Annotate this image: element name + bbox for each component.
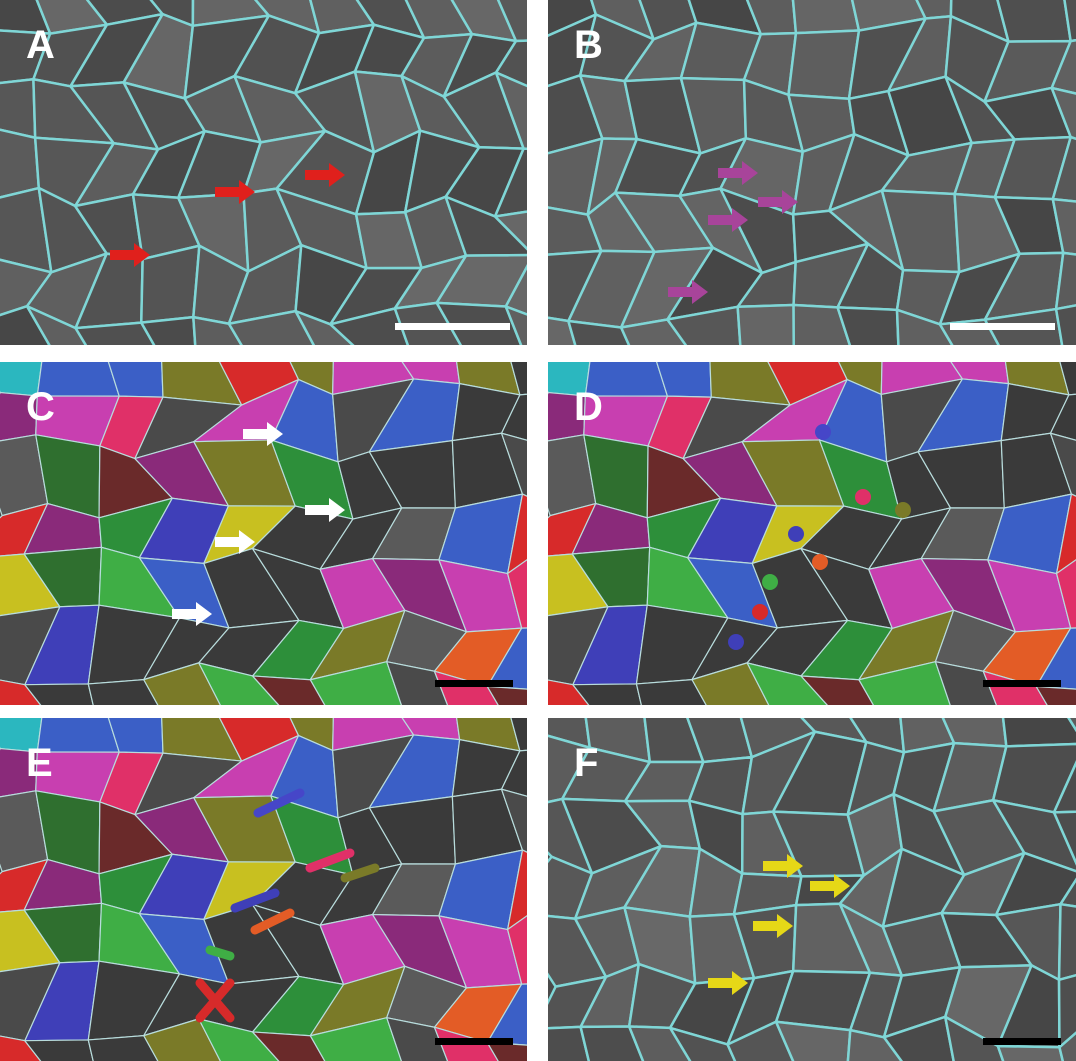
panel: A: [0, 0, 527, 345]
scale-bar: [435, 1038, 513, 1045]
panel: E: [0, 718, 527, 1061]
panel: F: [548, 718, 1076, 1061]
nucleus-dot: [788, 526, 804, 542]
nucleus-dot: [895, 502, 911, 518]
micrograph: C: [0, 362, 527, 705]
cell: [998, 1046, 1069, 1061]
micrograph: A: [0, 0, 527, 345]
micrograph: F: [548, 718, 1076, 1061]
micrograph: D: [548, 362, 1076, 705]
panel: C: [0, 362, 527, 705]
nucleus-dot: [752, 604, 768, 620]
nucleus-dot: [728, 634, 744, 650]
panel-label: F: [574, 741, 598, 785]
cell: [141, 246, 199, 323]
scale-bar: [983, 1038, 1061, 1045]
nucleus-dot: [855, 489, 871, 505]
scale-bar: [950, 323, 1055, 330]
panel-label: B: [574, 23, 603, 67]
chromosome-stroke: [210, 950, 230, 956]
cell: [788, 31, 859, 99]
micrograph: E: [0, 718, 527, 1061]
scale-bar: [983, 680, 1061, 687]
cell: [838, 307, 900, 345]
scale-bar: [395, 323, 510, 330]
cell: [1059, 904, 1076, 980]
cell: [789, 0, 859, 33]
scale-bar: [435, 680, 513, 687]
cell: [999, 718, 1076, 746]
panel-label: D: [574, 385, 603, 429]
panel: B: [548, 0, 1076, 345]
figure: {"panels": [{"label": "A"}, {"label": "B…: [0, 0, 1076, 1061]
cell: [0, 79, 35, 137]
nucleus-dot: [762, 574, 778, 590]
panel-label: A: [26, 23, 55, 67]
nucleus-dot: [815, 424, 831, 440]
cell: [738, 305, 794, 345]
panel: D: [548, 362, 1076, 705]
nucleus-dot: [812, 554, 828, 570]
panel-label: C: [26, 385, 55, 429]
panel-label: E: [26, 741, 53, 785]
micrograph: B: [548, 0, 1076, 345]
